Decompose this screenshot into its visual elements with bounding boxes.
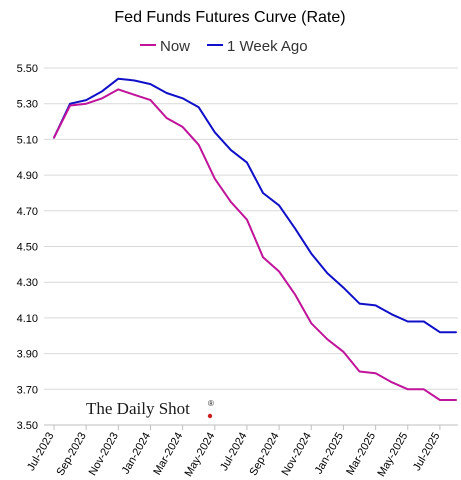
y-tick-label: 5.50 bbox=[17, 63, 38, 75]
x-tick-label: Jul-2025 bbox=[411, 431, 442, 474]
y-tick-label: 5.10 bbox=[17, 134, 38, 146]
x-tick-label: Sep-2024 bbox=[247, 431, 281, 478]
x-tick-label: May-2024 bbox=[183, 431, 218, 479]
y-tick-label: 4.90 bbox=[17, 170, 38, 182]
y-tick-label: 4.30 bbox=[17, 277, 38, 289]
watermark-logo: The Daily Shot ® bbox=[86, 399, 214, 419]
x-tick-label: Nov-2024 bbox=[280, 431, 314, 478]
y-tick-label: 4.50 bbox=[17, 242, 38, 254]
watermark-dot bbox=[207, 413, 213, 419]
y-tick-label: 3.50 bbox=[17, 420, 38, 432]
axes bbox=[44, 424, 458, 430]
x-tick-label: Jan-2024 bbox=[120, 431, 153, 477]
legend-label-now: Now bbox=[160, 38, 190, 55]
y-tick-labels: 3.50 3.70 3.90 4.10 4.30 4.50 4.70 4.90 5.10 5.30… bbox=[17, 63, 38, 432]
series-lines bbox=[53, 77, 457, 401]
x-tick-label: Jul-2023 bbox=[25, 431, 56, 474]
y-tick-label: 4.10 bbox=[17, 313, 38, 325]
legend-label-1-week-ago: 1 Week Ago bbox=[227, 38, 308, 55]
x-tick-labels: Jul-2023Sep-2023Nov-2023Jan-2024Mar-2024… bbox=[25, 431, 442, 479]
y-tick-label: 5.30 bbox=[17, 99, 38, 111]
gridlines bbox=[44, 67, 458, 390]
legend: Now 1 Week Ago bbox=[140, 38, 308, 55]
x-tick-label: Jul-2024 bbox=[218, 431, 249, 474]
series-line-1-week-ago bbox=[53, 77, 457, 334]
series-line-now bbox=[53, 88, 457, 401]
y-tick-label: 4.70 bbox=[17, 206, 38, 218]
x-tick-label: Mar-2025 bbox=[344, 431, 378, 478]
watermark-text: The Daily Shot bbox=[86, 399, 190, 418]
x-tick-label: Nov-2023 bbox=[87, 431, 121, 478]
watermark-registered-mark: ® bbox=[208, 399, 214, 408]
y-tick-label: 3.70 bbox=[17, 384, 38, 396]
x-tick-label: Jan-2025 bbox=[313, 431, 346, 477]
x-tick-label: Sep-2023 bbox=[55, 431, 89, 478]
x-tick-label: Mar-2024 bbox=[151, 431, 185, 478]
chart-title: Fed Funds Futures Curve (Rate) bbox=[114, 9, 345, 26]
x-tick-label: May-2025 bbox=[376, 431, 411, 479]
y-tick-label: 3.90 bbox=[17, 349, 38, 361]
